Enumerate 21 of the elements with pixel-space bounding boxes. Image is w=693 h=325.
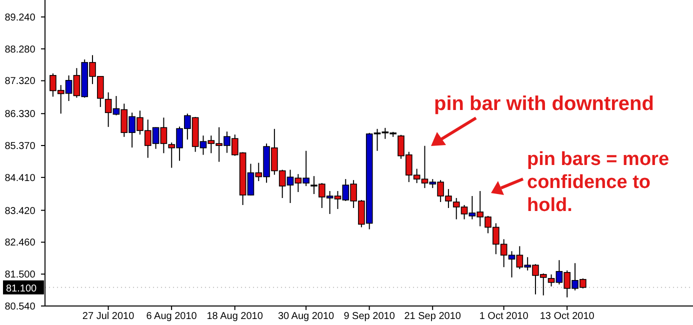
- x-tick-label: 6 Aug 2010: [146, 311, 198, 322]
- annotation: pin bar with downtrend: [434, 92, 654, 116]
- y-tick-label: 89.240: [4, 12, 36, 24]
- y-tick-label: 84.410: [4, 172, 36, 184]
- y-tick-label: 80.540: [4, 302, 36, 312]
- x-tick-label: 9 Sep 2010: [344, 311, 396, 322]
- x-tick-label: 21 Sep 2010: [404, 311, 462, 322]
- y-tick-label: 86.330: [4, 109, 36, 120]
- x-tick-label: 18 Aug 2010: [206, 311, 264, 322]
- ref-line-label: 81.100: [6, 283, 38, 294]
- x-tick-label: 27 Jul 2010: [82, 311, 135, 322]
- x-tick-label: 13 Oct 2010: [540, 311, 595, 322]
- y-tick-label: 82.460: [4, 238, 36, 249]
- x-tick-label: 30 Aug 2010: [278, 311, 335, 322]
- y-tick-label: 87.320: [4, 76, 36, 88]
- x-tick-label: 1 Oct 2010: [479, 311, 529, 322]
- y-tick-label: 83.420: [4, 206, 36, 217]
- y-tick-label: 81.500: [4, 270, 36, 281]
- y-tick-label: 88.280: [4, 44, 36, 56]
- y-tick-label: 85.370: [4, 141, 36, 152]
- annotation: pin bars = more confidence to hold.: [527, 148, 670, 217]
